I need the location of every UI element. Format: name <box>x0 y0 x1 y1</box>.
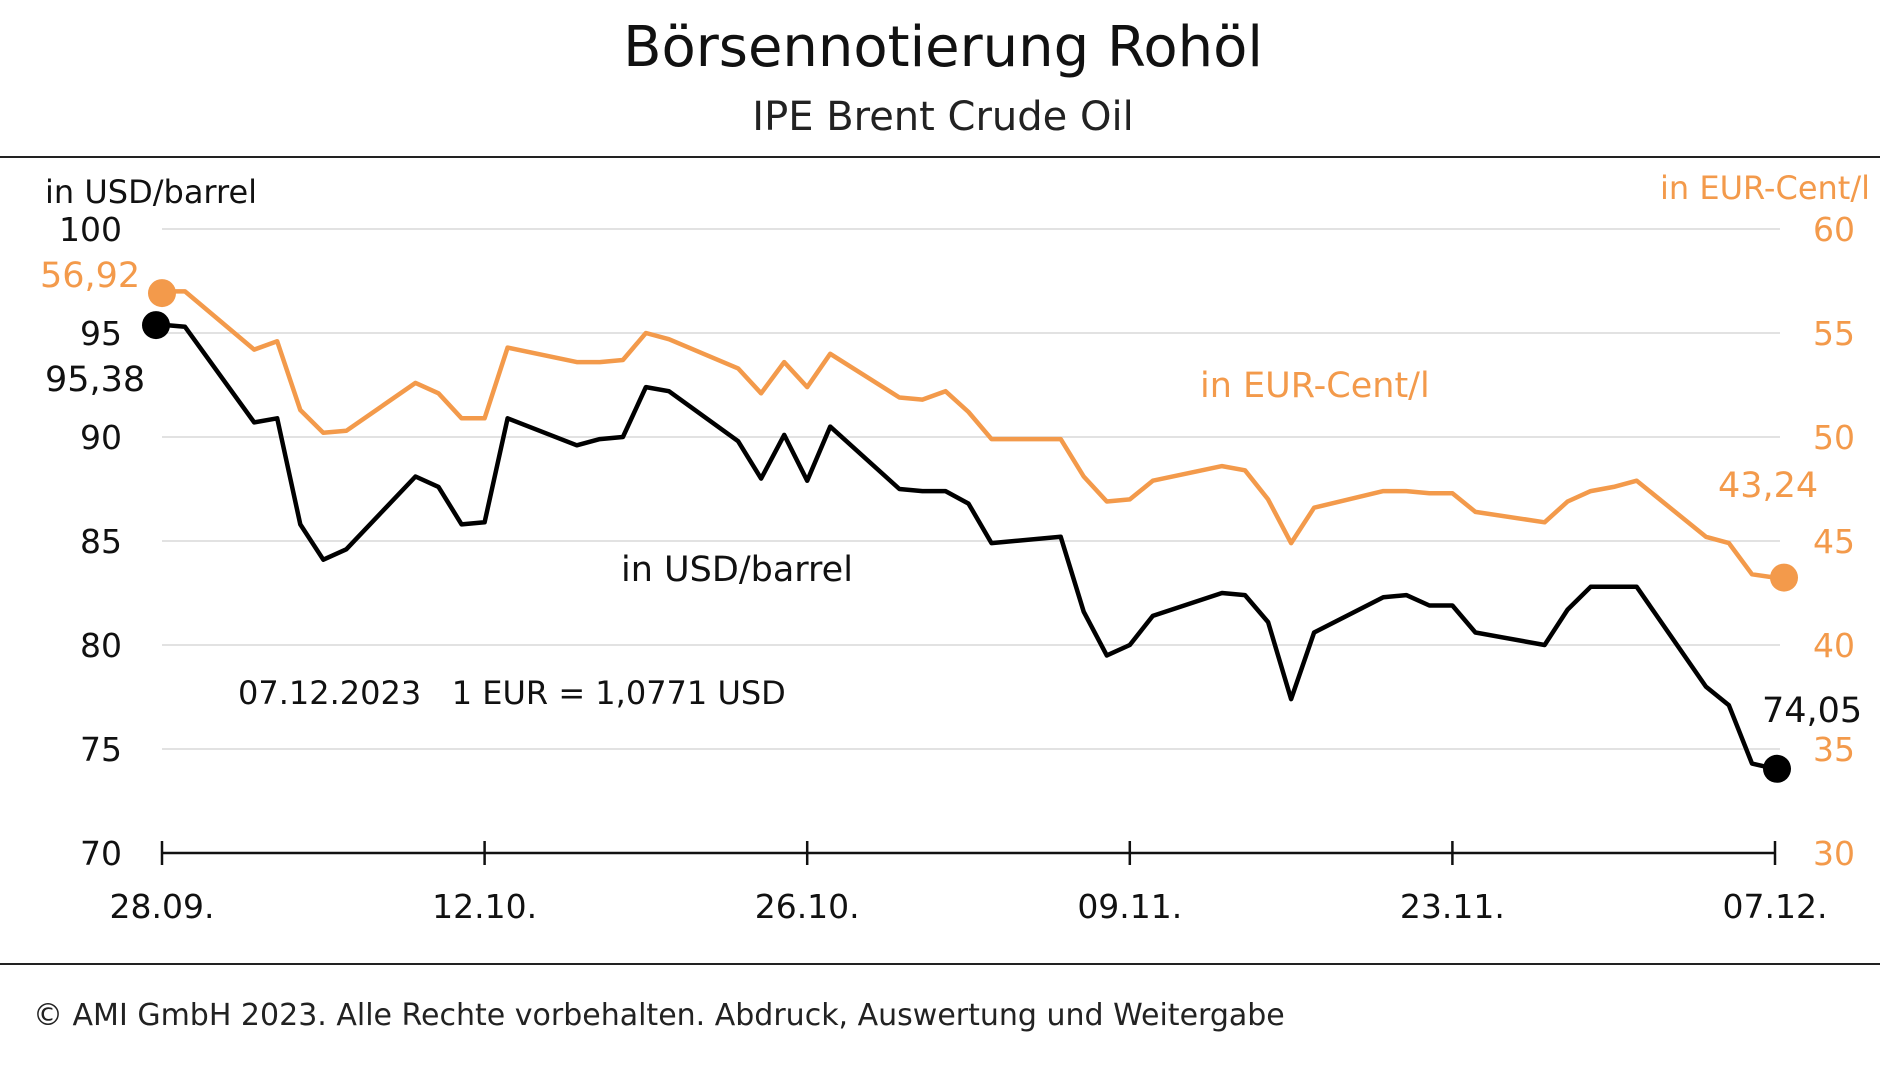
right-tick-label: 50 <box>1813 418 1855 457</box>
left-tick-label: 75 <box>80 730 122 769</box>
chart-title: Börsennotierung Rohöl <box>623 15 1263 80</box>
usd-endpoint-marker <box>142 311 170 340</box>
right-tick-label: 60 <box>1813 210 1855 249</box>
series-lines <box>159 289 1778 772</box>
eur-endpoint-marker <box>148 279 176 308</box>
copyright-footer: © AMI GmbH 2023. Alle Rechte vorbehalten… <box>33 998 1285 1033</box>
x-tick-label: 23.11. <box>1400 887 1505 926</box>
usd-end-value: 74,05 <box>1762 691 1862 731</box>
left-tick-label: 70 <box>80 834 122 873</box>
usd-start-value: 95,38 <box>45 360 145 400</box>
x-tick-label: 12.10. <box>432 887 537 926</box>
eur-endpoint-marker <box>1770 563 1798 592</box>
right-tick-label: 35 <box>1813 730 1855 769</box>
left-tick-label: 90 <box>80 418 122 457</box>
x-tick-label: 26.10. <box>755 887 860 926</box>
left-axis-ticks: 70 75 80 85 90 95 100 <box>59 210 122 873</box>
right-tick-label: 40 <box>1813 626 1855 665</box>
right-tick-label: 45 <box>1813 522 1855 561</box>
right-axis-title: in EUR-Cent/l <box>1660 169 1870 207</box>
left-tick-label: 80 <box>80 626 122 665</box>
eur-series-line <box>159 289 1778 580</box>
x-axis: 28.09. 12.10. 26.10. 09.11. 23.11. 07.12. <box>110 841 1828 926</box>
x-tick-label: 09.11. <box>1077 887 1182 926</box>
gridlines <box>162 228 1780 750</box>
left-tick-label: 85 <box>80 522 122 561</box>
right-tick-label: 30 <box>1813 834 1855 873</box>
left-axis-title: in USD/barrel <box>45 173 257 211</box>
x-tick-label: 28.09. <box>110 887 215 926</box>
x-tick-label: 07.12. <box>1723 887 1828 926</box>
usd-endpoint-marker <box>1763 754 1791 783</box>
usd-series-label: in USD/barrel <box>621 550 853 590</box>
eur-end-value: 43,24 <box>1718 466 1818 506</box>
endpoint-markers <box>142 279 1798 783</box>
right-axis-ticks: 30 35 40 45 50 55 60 <box>1813 210 1855 873</box>
eur-series-label: in EUR-Cent/l <box>1200 366 1430 406</box>
eur-start-value: 56,92 <box>40 256 140 296</box>
usd-series-line <box>159 322 1778 772</box>
left-tick-label: 95 <box>80 314 122 353</box>
right-tick-label: 55 <box>1813 314 1855 353</box>
chart-subtitle: IPE Brent Crude Oil <box>752 94 1133 140</box>
left-tick-label: 100 <box>59 210 122 249</box>
exchange-rate-note: 07.12.2023 1 EUR = 1,0771 USD <box>238 674 786 712</box>
